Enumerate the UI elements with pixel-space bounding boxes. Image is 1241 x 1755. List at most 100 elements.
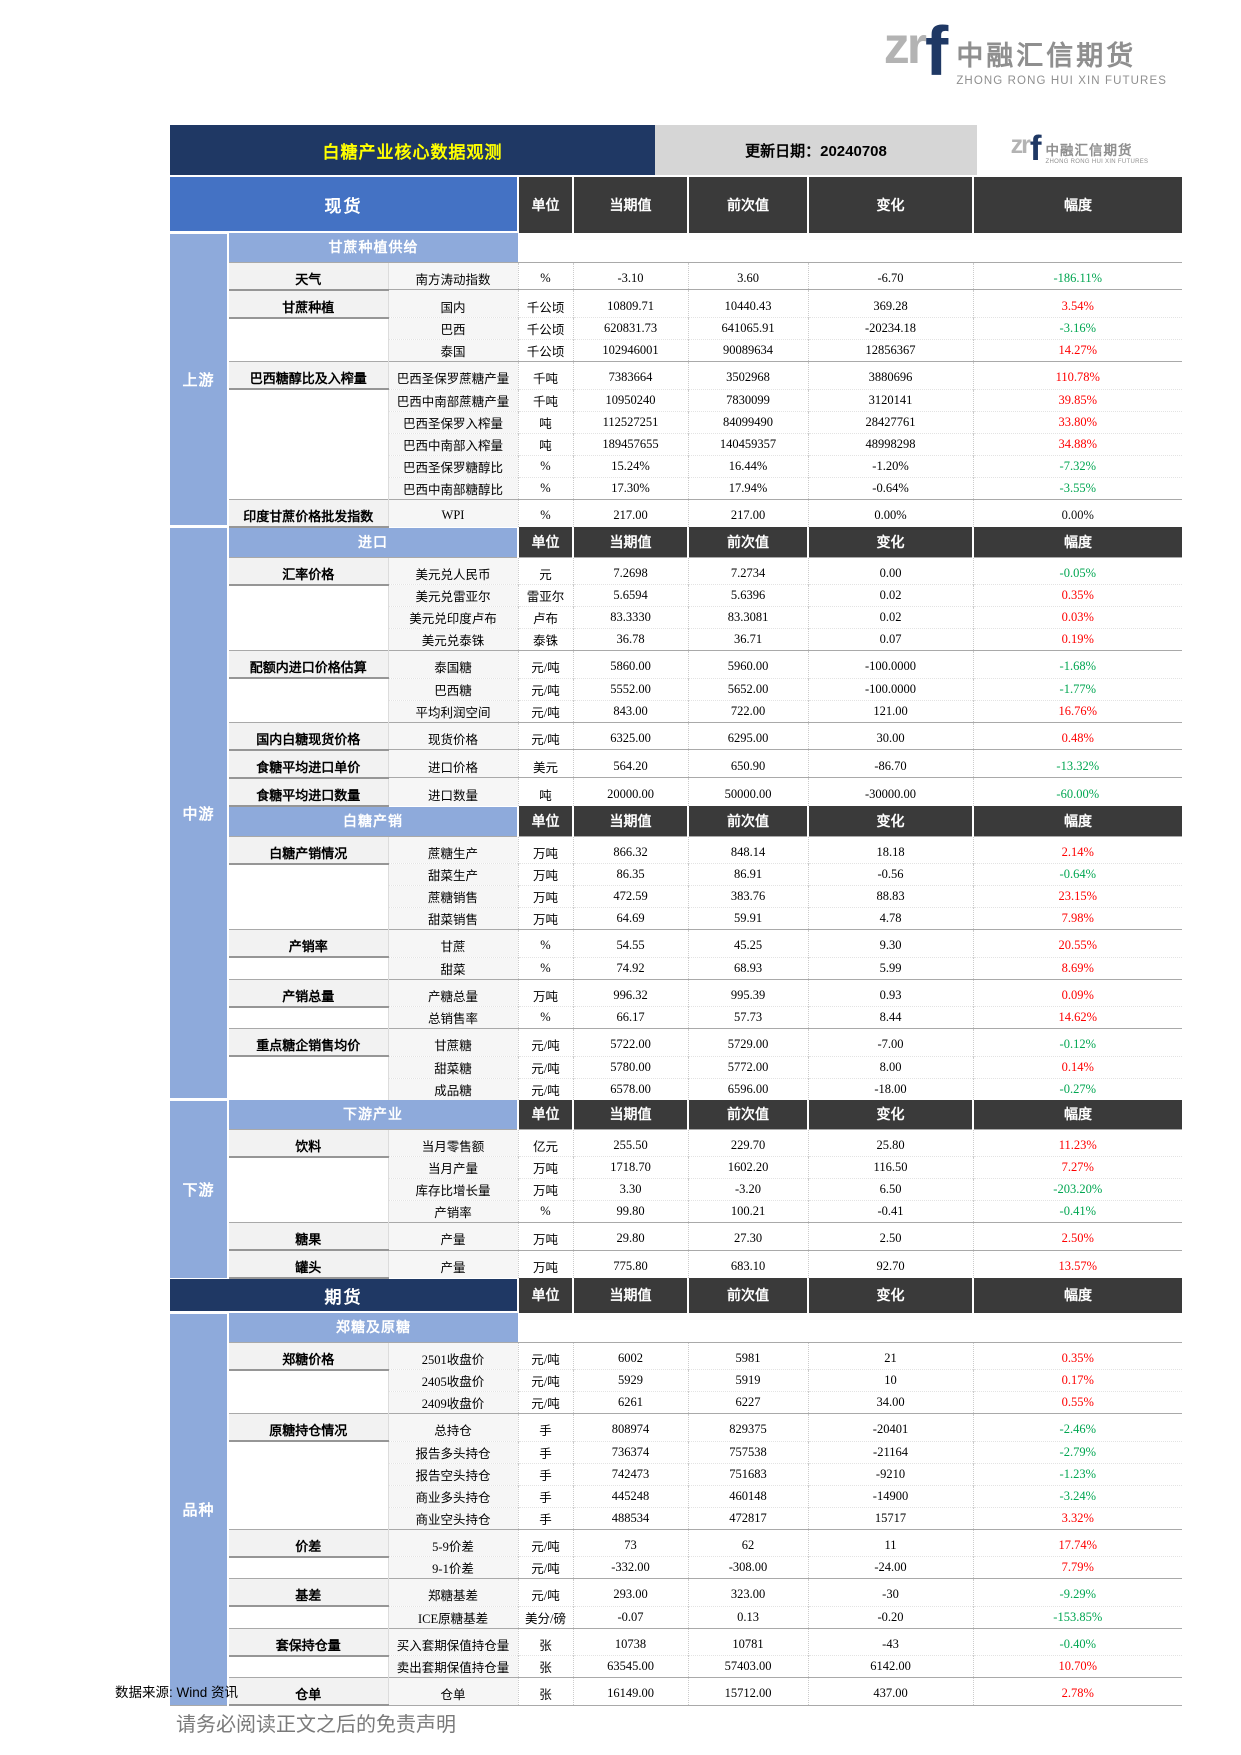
category-cell	[228, 863, 388, 886]
category-cell: 重点糖企销售均价	[228, 1028, 388, 1057]
unit-cell: 手	[517, 1506, 574, 1529]
change-cell: 0.07	[807, 628, 974, 651]
previous-value-cell: 84099490	[687, 410, 809, 433]
category-cell: 食糖平均进口单价	[228, 749, 388, 779]
rate-cell: -0.40%	[972, 1627, 1183, 1656]
table-row: 郑糖价格 2501收盘价 元/吨 6002 5981 21 0.35%	[170, 1341, 1183, 1371]
table-row: 巴西糖醇比及入榨量 巴西圣保罗蔗糖产量 千吨 7383664 3502968 388069…	[170, 361, 1183, 390]
previous-value-cell: 100.21	[687, 1200, 809, 1223]
unit-cell: %	[517, 1200, 574, 1223]
unit-cell: 千公顷	[517, 317, 574, 340]
logo-letter-f: f	[925, 12, 949, 90]
column-header-unit: 单位	[517, 526, 574, 557]
category-cell	[228, 584, 388, 607]
table-row: 商业多头持仓手 445248 460148 -14900 -3.24%	[170, 1484, 1183, 1507]
rate-cell: -3.24%	[972, 1484, 1183, 1507]
table-row: 天气 南方涛动指数% -3.10 3.60 -6.70 -186.11%	[170, 261, 1183, 291]
change-cell: 34.00	[807, 1391, 974, 1414]
category-cell: 产销总量	[228, 978, 388, 1008]
item-cell: 现货价格	[387, 721, 519, 750]
current-value-cell: 5552.00	[572, 677, 689, 700]
change-cell: 8.44	[807, 1006, 974, 1029]
blank-cell	[518, 1312, 1183, 1342]
change-cell: 116.50	[807, 1156, 974, 1179]
category-cell: 国内白糖现货价格	[228, 721, 388, 751]
change-cell: 5.99	[807, 956, 974, 979]
rate-cell: -0.41%	[972, 1200, 1183, 1223]
category-cell	[228, 678, 388, 700]
unit-cell: 元/吨	[517, 1077, 574, 1100]
rate-cell: 33.80%	[972, 410, 1183, 433]
column-header-previous: 前次值	[687, 1099, 809, 1129]
rate-cell: 0.35%	[972, 584, 1183, 607]
column-header-change: 变化	[807, 177, 974, 233]
item-cell: 进口价格	[387, 749, 519, 778]
current-value-cell: 1718.70	[572, 1156, 689, 1179]
unit-cell: %	[517, 454, 574, 477]
change-cell: -18.00	[807, 1077, 974, 1100]
group-cell: 品种	[170, 1311, 229, 1705]
report-title: 白糖产业核心数据观测	[170, 125, 655, 175]
item-cell: 商业空头持仓	[387, 1506, 519, 1529]
rate-cell: -2.46%	[972, 1413, 1183, 1441]
current-value-cell: 488534	[572, 1506, 689, 1529]
item-cell: 甜菜销售	[387, 907, 519, 930]
unit-cell: %	[517, 261, 574, 290]
disclaimer-note: 请务必阅读正文之后的免责声明	[176, 1714, 456, 1736]
table-row: 甜菜销售 万吨 64.69 59.91 4.78 7.98%	[170, 907, 1183, 930]
previous-value-cell: 751683	[687, 1462, 809, 1485]
main-section-title: 期货	[170, 1278, 519, 1313]
category-cell	[228, 1369, 388, 1392]
previous-value-cell: 323.00	[687, 1578, 809, 1606]
item-cell: 蔗糖生产	[387, 835, 519, 864]
table-row: 原糖持仓情况 总持仓手 808974 829375 -20401 -2.46%	[170, 1413, 1183, 1442]
unit-cell: 千吨	[517, 361, 574, 389]
category-cell	[228, 1078, 388, 1100]
previous-value-cell: 59.91	[687, 907, 809, 930]
previous-value-cell: 848.14	[687, 835, 809, 864]
data-source-note: 数据来源: Wind 资讯	[115, 1685, 239, 1700]
rate-cell: 0.17%	[972, 1369, 1183, 1392]
rate-cell: 34.88%	[972, 432, 1183, 455]
change-cell: 21	[807, 1341, 974, 1370]
unit-cell: 元/吨	[517, 1556, 574, 1579]
unit-cell: 万吨	[517, 1178, 574, 1201]
current-value-cell: 996.32	[572, 978, 689, 1007]
column-header-previous: 前次值	[687, 177, 809, 233]
item-cell: 平均利润空间	[387, 699, 519, 722]
previous-value-cell: 10781	[687, 1627, 809, 1656]
previous-value-cell: 229.70	[687, 1128, 809, 1157]
group-cell: 上游	[170, 231, 229, 527]
change-cell: 3120141	[807, 388, 974, 411]
unit-cell: 元/吨	[517, 650, 574, 678]
rate-cell: -7.32%	[972, 454, 1183, 477]
column-header-rate: 幅度	[972, 805, 1183, 836]
previous-value-cell: 217.00	[687, 498, 809, 527]
item-cell: 产糖总量	[387, 978, 519, 1007]
rate-cell: 14.27%	[972, 339, 1183, 362]
category-cell: 仓单	[228, 1677, 388, 1706]
change-cell: 6142.00	[807, 1655, 974, 1678]
item-cell: 报告多头持仓	[387, 1440, 519, 1463]
rate-cell: 7.79%	[972, 1556, 1183, 1579]
table-row: 巴西圣保罗糖醇比% 15.24% 16.44% -1.20% -7.32%	[170, 454, 1183, 477]
current-value-cell: 6325.00	[572, 721, 689, 750]
category-cell	[228, 1200, 388, 1223]
subsection-row: 品种 郑糖及原糖	[170, 1311, 1183, 1705]
column-header-change: 变化	[807, 1099, 974, 1129]
rate-cell: -9.29%	[972, 1578, 1183, 1606]
unit-cell: 万吨	[517, 1156, 574, 1179]
change-cell: 15717	[807, 1506, 974, 1529]
category-cell: 甘蔗种植	[228, 289, 388, 319]
unit-cell: 卢布	[517, 606, 574, 629]
unit-cell: 万吨	[517, 885, 574, 908]
current-value-cell: 293.00	[572, 1578, 689, 1606]
category-cell	[228, 1391, 388, 1414]
table-row: 巴西 千公顷 620831.73 641065.91 -20234.18 -3.16%	[170, 317, 1183, 340]
unit-cell: 元/吨	[517, 1528, 574, 1557]
item-cell: 国内	[387, 289, 519, 318]
previous-value-cell: 5919	[687, 1369, 809, 1392]
item-cell: 甘蔗	[387, 929, 519, 957]
